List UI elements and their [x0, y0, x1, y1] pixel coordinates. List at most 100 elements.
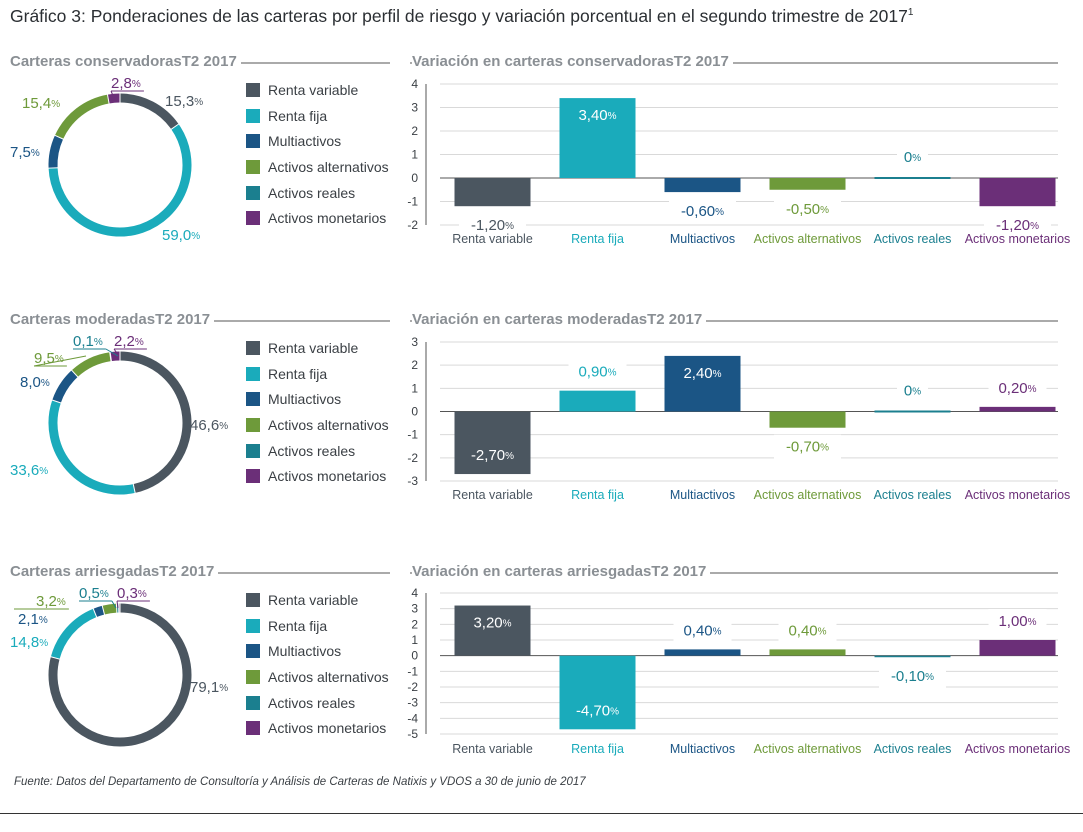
- bar-value-label-activos-alternativos: -0,70%: [786, 439, 829, 456]
- bar-label-bg: [673, 618, 732, 643]
- bar-value-label-renta-fija: -4,70%: [576, 702, 619, 719]
- donut-label-renta-variable: 15,3%: [165, 93, 203, 110]
- legend-item: Renta variable: [246, 587, 389, 613]
- legend-item: Activos monetarios: [246, 463, 389, 489]
- legend-swatch: [246, 443, 260, 458]
- x-category-label: Activos alternativos: [754, 742, 862, 756]
- donut-slice-renta-fija: [48, 124, 192, 237]
- legend-swatch: [246, 469, 260, 484]
- x-category-label: Activos monetarios: [965, 232, 1071, 246]
- bar-renta-variable: [454, 605, 531, 656]
- bar-label-bg: [984, 213, 1051, 238]
- bar-activos-alternativos: [769, 649, 846, 656]
- bar-value-label-activos-reales: 0%: [904, 383, 921, 400]
- page-title: Gráfico 3: Ponderaciones de las carteras…: [10, 6, 913, 27]
- bar-activos-alternativos: [769, 411, 846, 428]
- y-tick-label: 3: [411, 335, 418, 349]
- bar-activos-reales: [874, 410, 951, 413]
- legend-item: Multiactivos: [246, 638, 389, 664]
- y-tick-label: -2: [407, 451, 418, 465]
- x-category-label: Activos monetarios: [965, 488, 1071, 502]
- bar-value-label-multiactivos: 2,40%: [683, 365, 721, 382]
- donut-label-activos-alternativos: 15,4%: [22, 95, 60, 112]
- x-category-label: Renta variable: [452, 742, 533, 756]
- donut-chart-arriesgadas: 79,1% 14,8% 2,1%3,2% 0,5% 0,3%: [10, 585, 228, 747]
- bar-chart-moderadas: -3 -2 -1 0 1 2 3 -2,70% Renta variable 0,90% Renta…: [407, 335, 1071, 502]
- legend-label: Renta fija: [268, 617, 328, 634]
- donut-label-leader: [116, 600, 119, 609]
- x-category-label: Renta fija: [571, 232, 624, 246]
- bar-activos-reales: [874, 655, 951, 658]
- legend-label: Renta variable: [268, 339, 359, 356]
- y-tick-label: -3: [407, 696, 418, 710]
- bar-label-bg: [774, 434, 841, 459]
- x-category-label: Activos monetarios: [965, 742, 1071, 756]
- y-tick-label: 0: [411, 171, 418, 185]
- legend-label: Activos alternativos: [268, 668, 389, 685]
- legend-swatch: [246, 695, 260, 710]
- donut-slice-separator: [132, 482, 136, 494]
- donut-slice-multiactivos: [93, 605, 105, 618]
- donut-slice-separator: [106, 93, 110, 105]
- legend-item: Renta variable: [246, 335, 389, 361]
- bar-label-bg: [988, 375, 1047, 400]
- y-tick-label: 4: [411, 586, 418, 600]
- y-tick-label: 1: [411, 633, 418, 647]
- legend-label: Renta variable: [268, 81, 359, 98]
- donut-slice-renta-variable: [119, 351, 192, 493]
- bar-activos-monetarios: [979, 640, 1056, 656]
- legend-item: Renta fija: [246, 613, 389, 639]
- bar-value-label-activos-alternativos: 0,40%: [788, 622, 826, 639]
- donut-label-renta-fija: 33,6%: [10, 462, 48, 479]
- y-tick-label: 3: [411, 602, 418, 616]
- donut-title: Carteras conservadorasT2 2017: [10, 53, 241, 70]
- donut-chart-moderadas: 46,6% 33,6% 8,0% 9,5% 0,1% 2,2%: [10, 333, 228, 495]
- donut-label-multiactivos: 8,0%: [20, 374, 50, 391]
- y-tick-label: -1: [407, 428, 418, 442]
- y-tick-label: -2: [407, 218, 418, 232]
- x-category-label: Renta fija: [571, 742, 624, 756]
- y-tick-label: 2: [411, 124, 418, 138]
- donut-label-multiactivos: 2,1%: [18, 611, 48, 628]
- legend-swatch: [246, 108, 260, 123]
- legend-swatch: [246, 669, 260, 684]
- bar-label-bg: [459, 213, 526, 238]
- donut-label-multiactivos: 7,5%: [10, 144, 40, 161]
- bar-renta-variable: [454, 411, 531, 475]
- bar-value-label-activos-monetarios: 1,00%: [998, 613, 1036, 630]
- title-footnote-mark: 1: [907, 7, 914, 19]
- legend-swatch: [246, 82, 260, 97]
- y-tick-label: -4: [407, 711, 418, 725]
- bar-value-label-activos-reales: 0%: [904, 149, 921, 166]
- y-tick-label: -3: [407, 474, 418, 488]
- bar-activos-alternativos: [769, 178, 846, 190]
- donut-slice-activos-monetarios: [107, 93, 121, 104]
- x-category-label: Renta variable: [452, 232, 533, 246]
- legend-item: Activos reales: [246, 180, 389, 206]
- donut-slice-separator: [53, 134, 65, 140]
- section-conservadoras: Carteras conservadorasT2 2017 Variación …: [0, 52, 1083, 302]
- bar-title: Variación en carteras conservadorasT2 20…: [412, 53, 733, 70]
- bar-title: Variación en carteras moderadasT2 2017: [412, 311, 707, 328]
- legend-swatch: [246, 185, 260, 200]
- legend-label: Activos reales: [268, 694, 356, 711]
- donut-label-activos-monetarios: 2,8%: [111, 75, 141, 92]
- y-tick-label: 1: [411, 381, 418, 395]
- x-category-label: Renta fija: [571, 488, 624, 502]
- donut-slice-multiactivos: [52, 370, 78, 404]
- y-tick-label: 0: [411, 649, 418, 663]
- legend-item: Activos reales: [246, 438, 389, 464]
- donut-slice-separator: [70, 369, 79, 378]
- donut-label-activos-alternativos: 3,2%: [36, 593, 66, 610]
- legend-swatch: [246, 366, 260, 381]
- legend-swatch: [246, 644, 260, 659]
- bar-activos-monetarios: [979, 406, 1056, 412]
- bar-multiactivos: [664, 178, 741, 193]
- y-tick-label: -2: [407, 680, 418, 694]
- x-category-label: Activos alternativos: [754, 232, 862, 246]
- bar-label-bg: [897, 145, 928, 169]
- donut-label-renta-fija: 14,8%: [10, 634, 48, 651]
- x-category-label: Activos alternativos: [754, 488, 862, 502]
- y-tick-label: 4: [411, 77, 418, 91]
- section-arriesgadas: Carteras arriesgadasT2 2017 Variación en…: [0, 562, 1083, 812]
